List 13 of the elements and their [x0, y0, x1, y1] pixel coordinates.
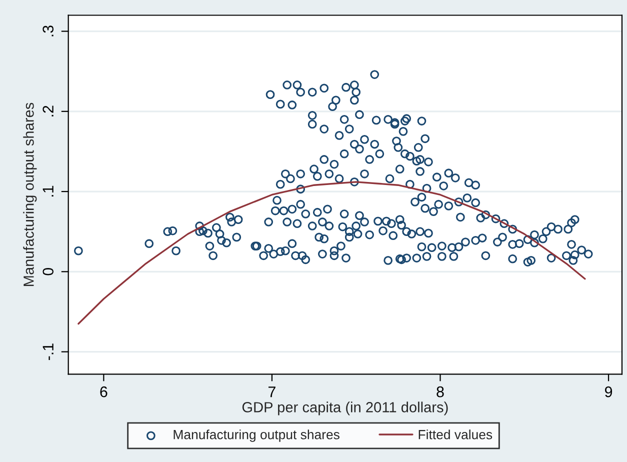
- x-axis-title: GDP per capita (in 2011 dollars): [242, 402, 448, 416]
- y-tick-label: -.1: [42, 344, 54, 360]
- y-axis-title: Manufacturing output shares: [23, 102, 37, 286]
- x-tick-label: 8: [436, 386, 444, 398]
- y-tick-label: .2: [42, 106, 54, 116]
- y-tick-label: 0: [42, 268, 54, 276]
- y-tick-label: .3: [42, 26, 54, 36]
- x-tick-label: 6: [100, 386, 108, 398]
- legend-label: Fitted values: [418, 430, 492, 440]
- x-tick-label: 9: [604, 386, 612, 398]
- y-tick-label: .1: [42, 186, 54, 197]
- x-tick-label: 7: [268, 386, 276, 398]
- legend-label: Manufacturing output shares: [174, 430, 340, 442]
